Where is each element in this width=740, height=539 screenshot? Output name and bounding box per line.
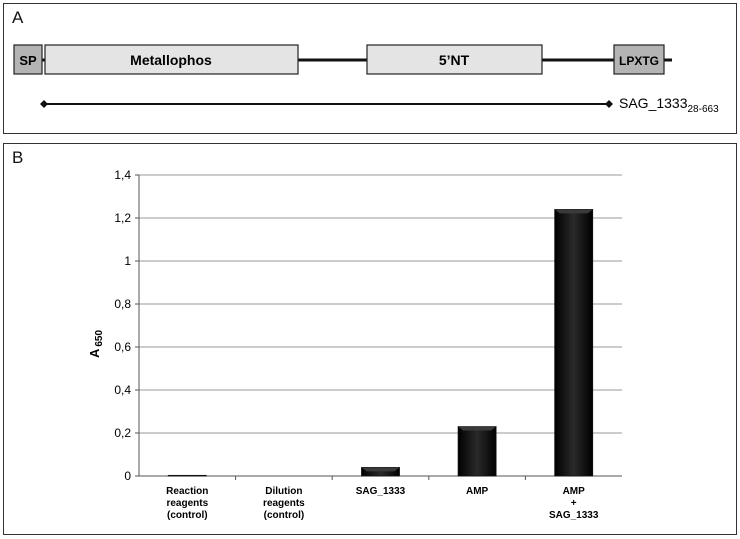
y-tick-label: 1 [124,254,131,268]
gridlines [139,174,622,434]
construct-end-marker [605,100,613,108]
domain-sp: SP [13,44,43,75]
x-tick-label: AMP [466,486,489,497]
y-tick-label: 0,6 [114,340,131,354]
bar [167,474,207,477]
axes [135,174,622,480]
x-tick-label: AMP + SAG_1333 [549,486,599,521]
x-tick-label: Reaction reagents (control) [166,486,208,521]
y-tick-label: 1,4 [114,168,131,182]
x-tick-labels: Reaction reagents (control) Dilution reagent… [166,486,599,521]
y-tick-label: 0 [124,469,131,483]
panel-b-letter: B [12,148,24,167]
bar-top-bevel [458,426,497,431]
construct-label: SAG_133328-663 [619,95,719,115]
y-tick-labels: 0 0,2 0,4 0,6 0,8 1 1,2 1,4 [114,168,131,483]
y-tick-label: 0,8 [114,297,131,311]
bar-top-bevel [361,467,400,472]
bar [457,426,497,477]
domain-lpxtg-label: LPXTG [619,54,659,68]
domain-sp-label: SP [19,53,37,68]
domain-metallophos-label: Metallophos [130,52,212,68]
domain-5nt-label: 5’NT [439,52,470,68]
bar [554,209,594,477]
domain-diagram: SP Metallophos 5’NT LPXTG SAG_133328-663 [13,44,719,115]
panel-b: B 0 0,2 0,4 0,6 0,8 1 1,2 1,4 Reaction reagents(… [3,143,737,535]
domain-5nt: 5’NT [366,44,543,75]
domain-metallophos: Metallophos [44,44,299,75]
construct-start-marker [40,100,48,108]
y-axis-label: A650 [87,330,105,359]
x-tick-label: Dilution reagents (control) [263,486,305,521]
y-tick-label: 0,4 [114,383,131,397]
panel-a: A SP Metallophos 5’NT LPXTG SAG_133328-6… [3,3,737,134]
y-tick-label: 1,2 [114,211,131,225]
domain-lpxtg: LPXTG [613,44,665,75]
y-tick-label: 0,2 [114,426,131,440]
bar-chart: 0 0,2 0,4 0,6 0,8 1 1,2 1,4 Reaction reagents (co… [87,168,622,521]
bar-top-bevel [554,209,593,214]
bars [167,209,594,477]
panel-a-letter: A [12,8,24,27]
x-tick-label: SAG_1333 [356,486,406,497]
